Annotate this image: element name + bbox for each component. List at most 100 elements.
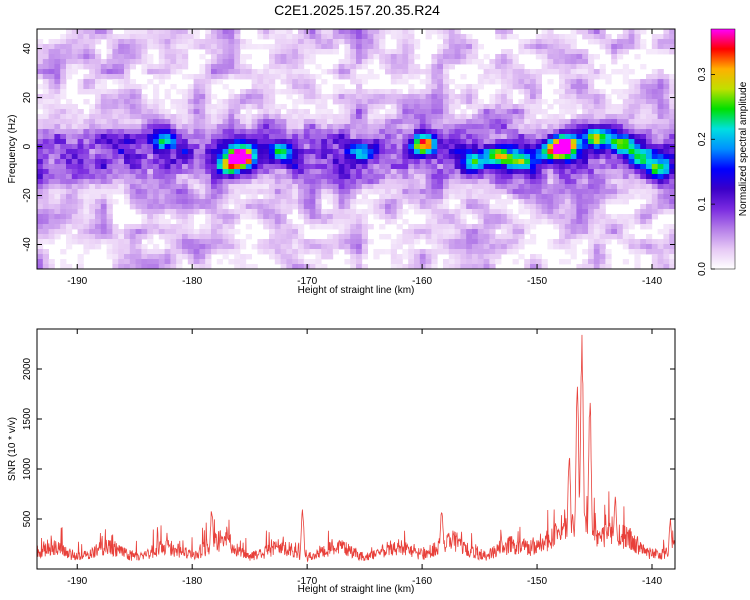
heatmap-cell — [182, 224, 189, 230]
heatmap-cell — [530, 49, 537, 55]
heatmap-cell — [170, 169, 177, 175]
heatmap-cell — [582, 134, 589, 140]
heatmap-cell — [559, 224, 566, 230]
heatmap-cell — [66, 179, 73, 185]
heatmap-cell — [361, 264, 368, 269]
heatmap-cell — [622, 189, 629, 195]
heatmap-cell — [298, 99, 305, 105]
heatmap-cell — [646, 224, 653, 230]
heatmap-cell — [483, 184, 490, 190]
heatmap-cell — [245, 64, 252, 70]
heatmap-cell — [361, 39, 368, 45]
heatmap-cell — [42, 169, 49, 175]
heatmap-cell — [280, 154, 287, 160]
heatmap-cell — [327, 144, 334, 150]
heatmap-cell — [553, 144, 560, 150]
heatmap-cell — [495, 164, 502, 170]
heatmap-cell — [408, 89, 415, 95]
heatmap-cell — [164, 49, 171, 55]
heatmap-cell — [640, 44, 647, 50]
heatmap-cell — [240, 254, 247, 260]
heatmap-cell — [576, 89, 583, 95]
heatmap-cell — [402, 64, 409, 70]
heatmap-cell — [95, 164, 102, 170]
heatmap-cell — [164, 144, 171, 150]
heatmap-cell — [309, 154, 316, 160]
heatmap-cell — [106, 59, 113, 65]
heatmap-cell — [582, 219, 589, 225]
heatmap-cell — [477, 234, 484, 240]
heatmap-cell — [83, 224, 90, 230]
heatmap-cell — [506, 119, 513, 125]
heatmap-cell — [402, 59, 409, 65]
heatmap-cell — [646, 249, 653, 255]
heatmap-cell — [402, 104, 409, 110]
heatmap-cell — [599, 104, 606, 110]
heatmap-cell — [472, 149, 479, 155]
heatmap-cell — [280, 149, 287, 155]
heatmap-cell — [205, 139, 212, 145]
heatmap-cell — [309, 179, 316, 185]
heatmap-cell — [170, 214, 177, 220]
heatmap-cell — [269, 194, 276, 200]
heatmap-cell — [124, 79, 131, 85]
heatmap-cell — [257, 104, 264, 110]
heatmap-cell — [559, 99, 566, 105]
heatmap-cell — [582, 59, 589, 65]
heatmap-cell — [298, 254, 305, 260]
heatmap-cell — [448, 234, 455, 240]
heatmap-cell — [535, 34, 542, 40]
heatmap-cell — [112, 139, 119, 145]
heatmap-cell — [599, 139, 606, 145]
heatmap-cell — [205, 184, 212, 190]
heatmap-cell — [77, 84, 84, 90]
heatmap-cell — [530, 159, 537, 165]
heatmap-cell — [657, 254, 664, 260]
heatmap-cell — [651, 194, 658, 200]
heatmap-cell — [147, 109, 154, 115]
heatmap-cell — [495, 69, 502, 75]
heatmap-cell — [216, 214, 223, 220]
heatmap-cell — [158, 109, 165, 115]
heatmap-cell — [367, 209, 374, 215]
heatmap-cell — [141, 204, 148, 210]
heatmap-cell — [199, 209, 206, 215]
heatmap-cell — [309, 214, 316, 220]
heatmap-cell — [385, 219, 392, 225]
heatmap-cell — [124, 139, 131, 145]
heatmap-cell — [425, 79, 432, 85]
heatmap-cell — [158, 39, 165, 45]
heatmap-cell — [182, 189, 189, 195]
heatmap-cell — [338, 124, 345, 130]
heatmap-cell — [361, 244, 368, 250]
heatmap-cell — [100, 79, 107, 85]
heatmap-cell — [269, 84, 276, 90]
heatmap-cell — [309, 134, 316, 140]
heatmap-cell — [350, 129, 357, 135]
heatmap-cell — [118, 254, 125, 260]
heatmap-cell — [228, 129, 235, 135]
heatmap-cell — [95, 119, 102, 125]
heatmap-cell — [332, 144, 339, 150]
heatmap-cell — [414, 229, 421, 235]
heatmap-cell — [321, 219, 328, 225]
heatmap-cell — [466, 174, 473, 180]
heatmap-cell — [402, 49, 409, 55]
heatmap-cell — [454, 179, 461, 185]
heatmap-cell — [71, 104, 78, 110]
heatmap-cell — [222, 154, 229, 160]
heatmap-cell — [454, 169, 461, 175]
heatmap-cell — [42, 234, 49, 240]
heatmap-cell — [460, 254, 467, 260]
heatmap-cell — [657, 159, 664, 165]
heatmap-cell — [408, 194, 415, 200]
heatmap-cell — [153, 174, 160, 180]
heatmap-cell — [176, 109, 183, 115]
heatmap-cell — [477, 44, 484, 50]
heatmap-cell — [506, 49, 513, 55]
heatmap-cell — [89, 164, 96, 170]
heatmap-cell — [274, 114, 281, 120]
heatmap-cell — [385, 54, 392, 60]
heatmap-cell — [135, 244, 142, 250]
heatmap-cell — [95, 114, 102, 120]
